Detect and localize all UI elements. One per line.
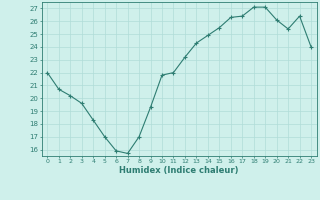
X-axis label: Humidex (Indice chaleur): Humidex (Indice chaleur) — [119, 166, 239, 175]
